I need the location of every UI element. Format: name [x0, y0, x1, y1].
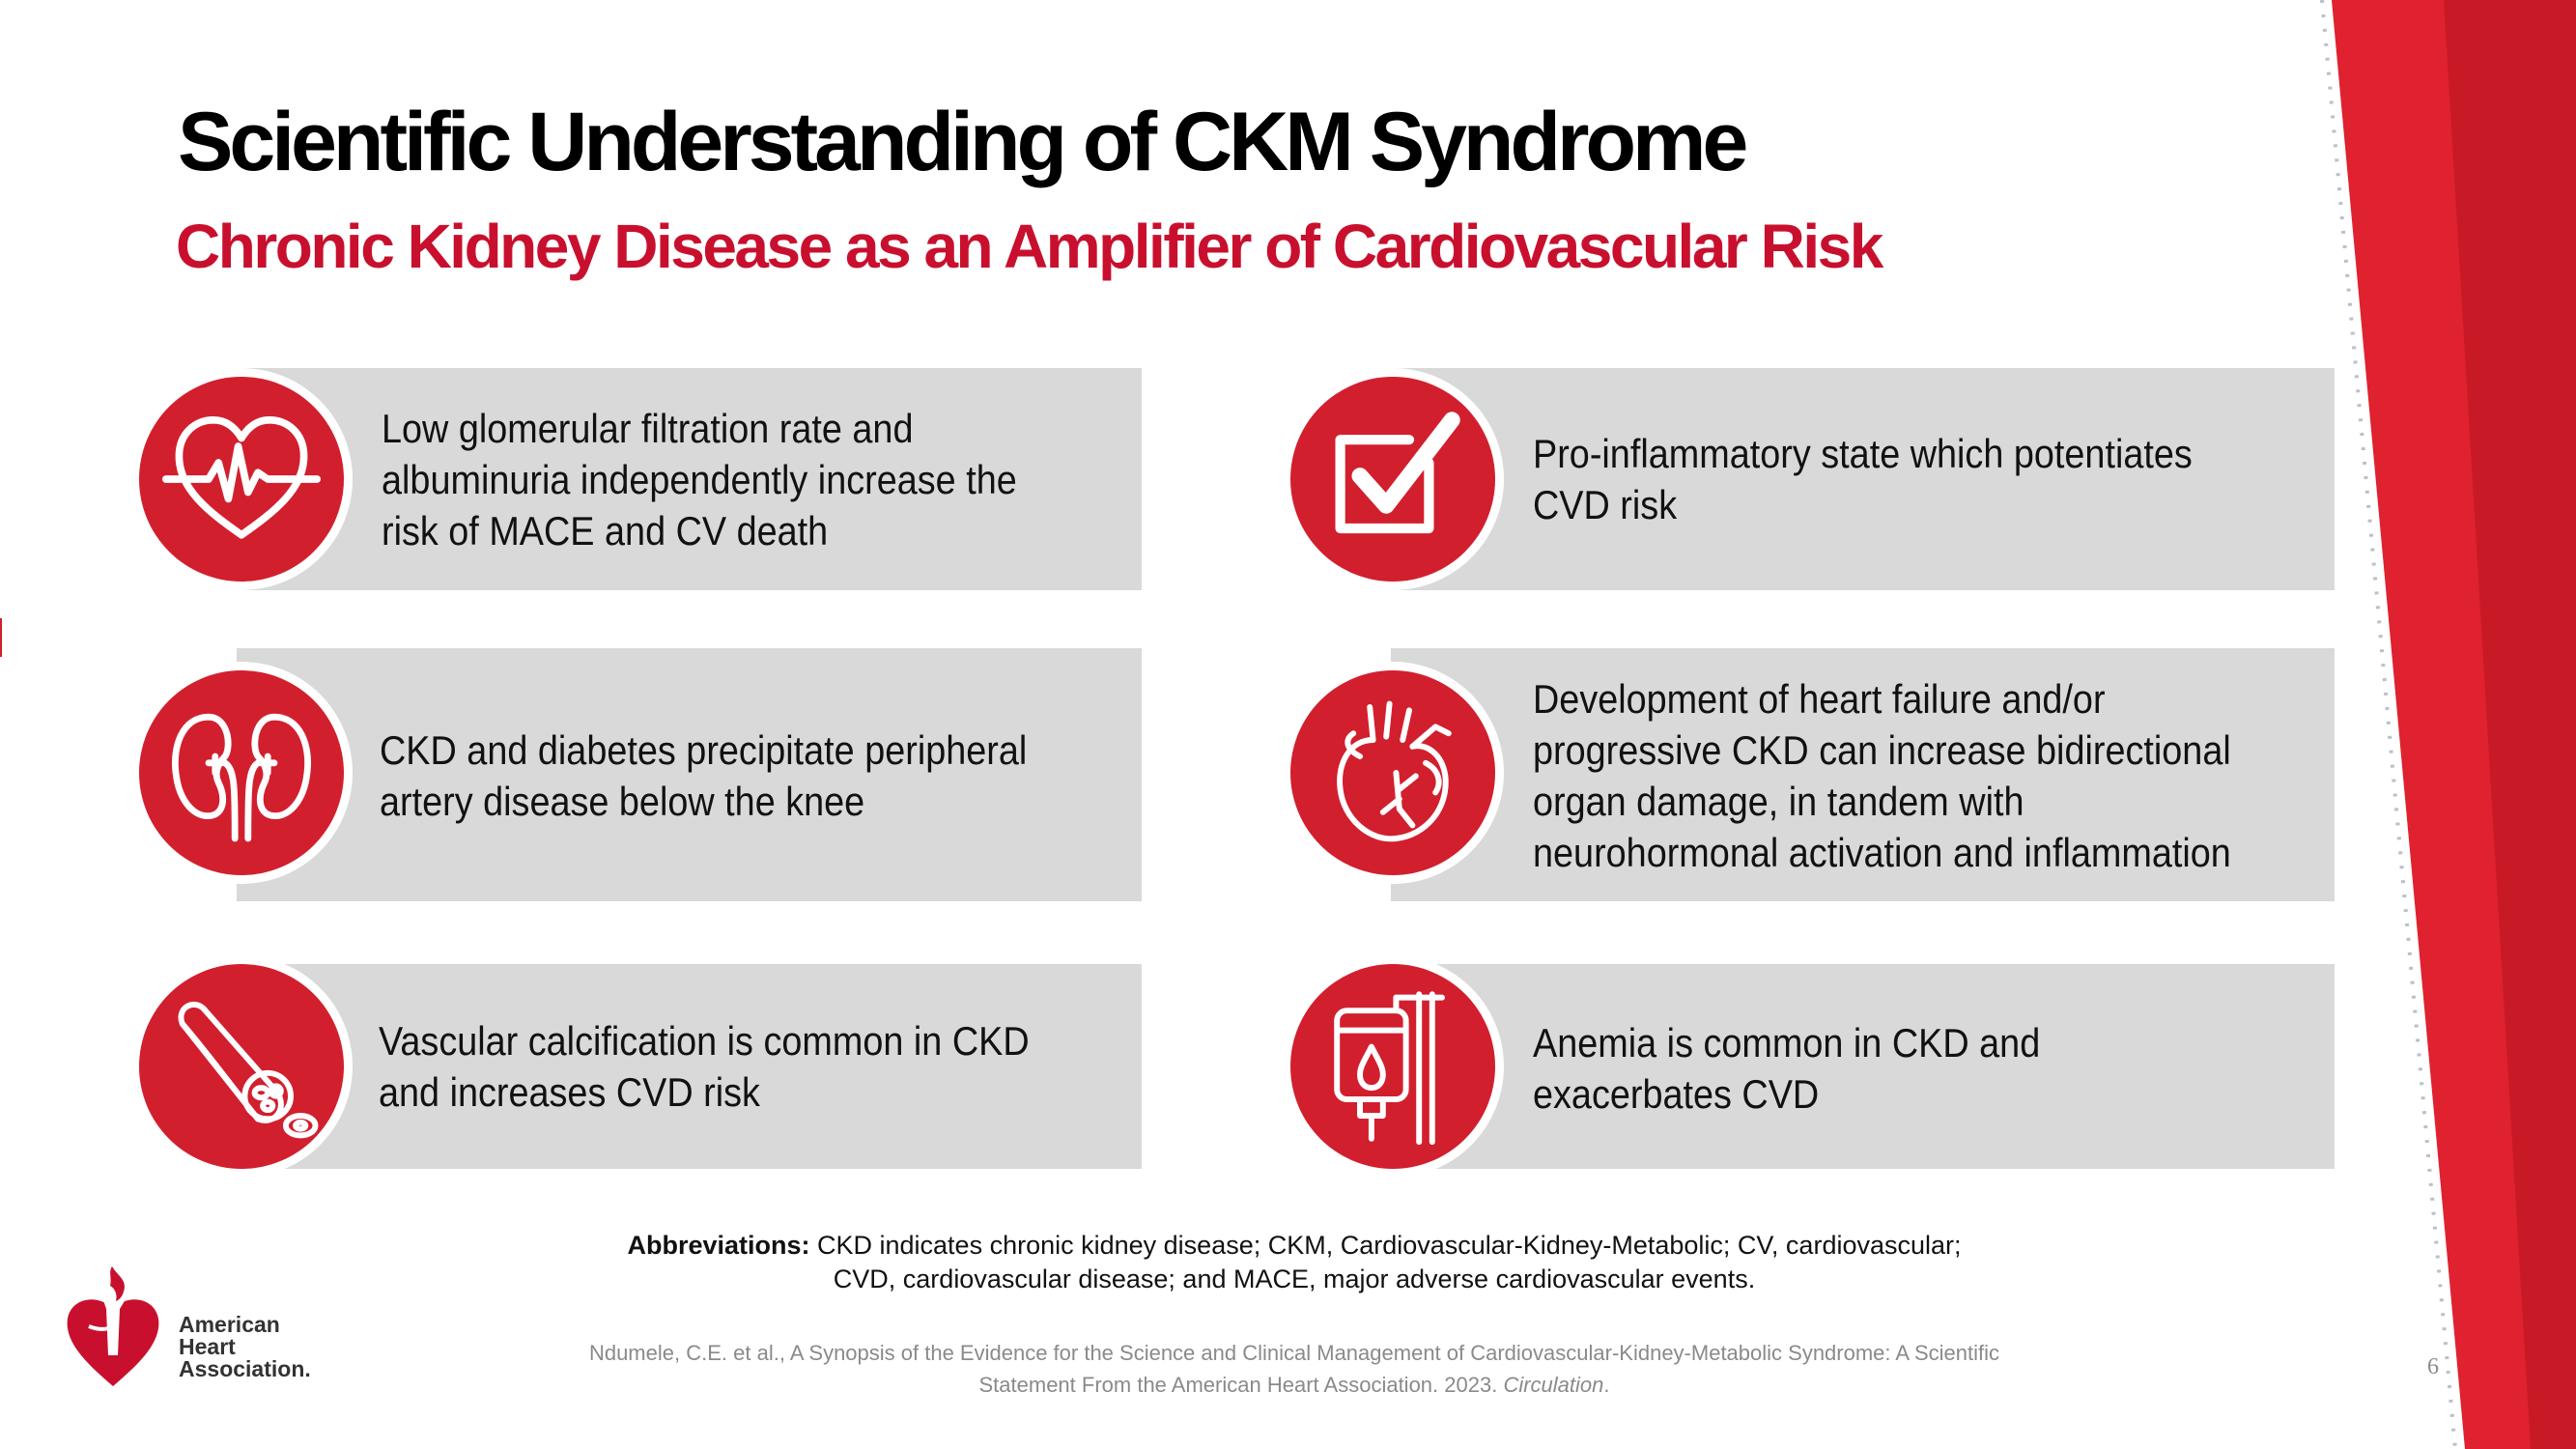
risk-card-heart-failure: Development of heart failure and/or prog… — [1391, 648, 2335, 901]
risk-card-calcification: Vascular calcification is common in CKD … — [237, 964, 1142, 1169]
heart-pulse-icon — [161, 415, 322, 539]
torch-heart-icon — [67, 1266, 159, 1386]
risk-card-badge — [130, 955, 353, 1178]
risk-card-badge — [1282, 955, 1504, 1178]
risk-card-pad: CKD and diabetes precipitate peripheral … — [237, 648, 1142, 901]
risk-card-inflammation: Pro-inflammatory state which potentiates… — [1391, 368, 2335, 590]
blood-vessel-icon — [178, 1002, 319, 1139]
slide-subtitle: Chronic Kidney Disease as an Amplifier o… — [176, 212, 1883, 281]
citation-line2: Statement From the American Heart Associ… — [978, 1373, 1504, 1397]
abbreviations-note: Abbreviations: CKD indicates chronic kid… — [541, 1229, 2048, 1296]
risk-card-text: Low glomerular filtration rate and album… — [382, 406, 1017, 554]
abbreviations-line2: CVD, cardiovascular disease; and MACE, m… — [833, 1264, 1756, 1293]
logo-line3: Association. — [179, 1356, 311, 1381]
iv-blood-bag-icon — [1334, 991, 1445, 1146]
risk-card-badge — [130, 368, 353, 590]
risk-card-text: CKD and diabetes precipitate peripheral … — [380, 727, 1028, 824]
page-number: 6 — [2427, 1354, 2439, 1379]
citation-end: . — [1603, 1373, 1610, 1397]
abbreviations-line1: CKD indicates chronic kidney disease; CK… — [809, 1231, 1962, 1260]
citation: Ndumele, C.E. et al., A Synopsis of the … — [541, 1337, 2048, 1401]
risk-card-badge — [1282, 368, 1504, 590]
risk-card-badge — [1282, 662, 1504, 884]
citation-line1: Ndumele, C.E. et al., A Synopsis of the … — [588, 1341, 2000, 1365]
checkbox-check-icon — [1335, 412, 1460, 534]
abbreviations-label: Abbreviations: — [627, 1231, 810, 1260]
kidneys-icon — [171, 713, 312, 842]
anatomical-heart-icon — [1337, 700, 1452, 842]
logo-line2: Heart — [179, 1334, 236, 1359]
risk-card-badge — [130, 662, 353, 884]
risk-card-text: Anemia is common in CKD and exacerbates … — [1533, 1020, 2041, 1117]
risk-card-anemia: Anemia is common in CKD and exacerbates … — [1391, 964, 2335, 1169]
citation-journal: Circulation — [1503, 1373, 1604, 1397]
risk-card-gfr: Low glomerular filtration rate and album… — [237, 368, 1142, 590]
risk-card-text: Pro-inflammatory state which potentiates… — [1533, 431, 2193, 527]
risk-card-text: Development of heart failure and/or prog… — [1533, 676, 2231, 875]
logo-wordmark: American Heart Association. — [179, 1314, 311, 1380]
logo-line1: American — [179, 1312, 280, 1337]
slide-title: Scientific Understanding of CKM Syndrome — [178, 96, 1748, 188]
risk-card-text: Vascular calcification is common in CKD … — [379, 1018, 1030, 1115]
